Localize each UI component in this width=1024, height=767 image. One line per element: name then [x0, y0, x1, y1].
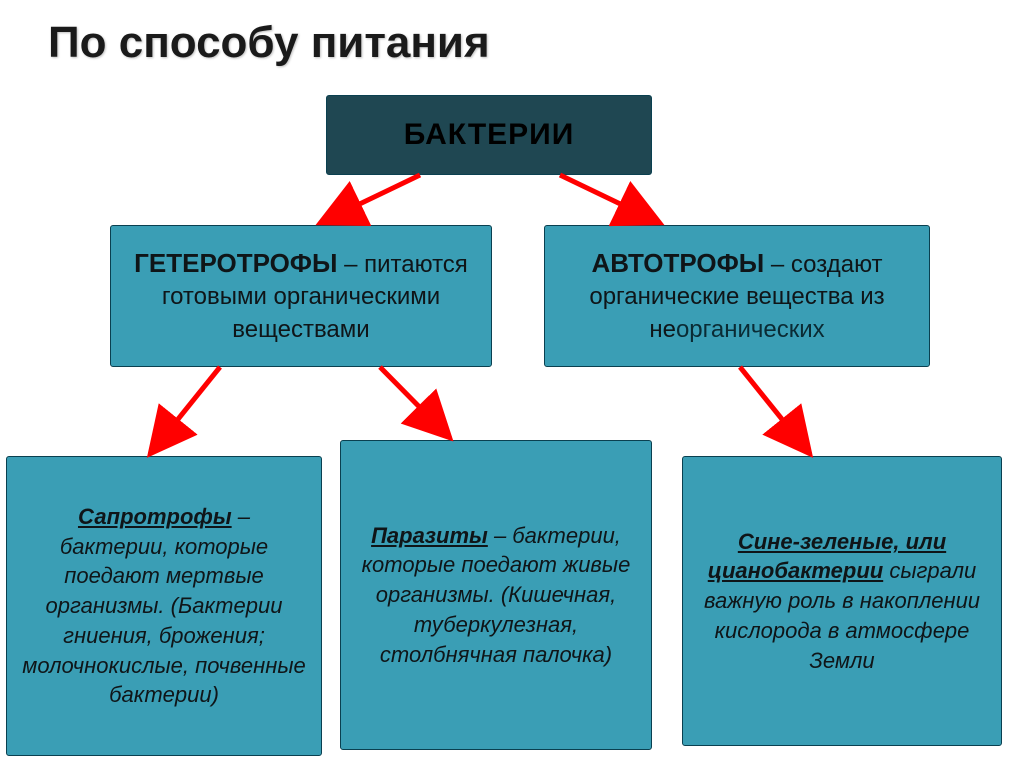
heterotroph-node: ГЕТЕРОТРОФЫ – питаются готовыми органиче… [110, 225, 492, 367]
parasite-content: Паразиты – бактерии, которые поедают жив… [355, 521, 637, 669]
auto-body-suffix: органических [676, 316, 825, 343]
parasite-node: Паразиты – бактерии, которые поедают жив… [340, 440, 652, 750]
auto-content: АВТОТРОФЫ – создают органические веществ… [559, 246, 915, 346]
hetero-dash: – [337, 251, 364, 278]
cyano-content: Сине-зеленые, или цианобактерии сыграли … [697, 527, 987, 675]
auto-head: АВТОТРОФЫ [591, 248, 764, 278]
page-title: По способу питания [48, 18, 490, 68]
sapro-content: Сапротрофы – бактерии, которые поедают м… [21, 502, 307, 710]
auto-dash: – [764, 251, 791, 278]
saprotroph-node: Сапротрофы – бактерии, которые поедают м… [6, 456, 322, 756]
sapro-dash: – [232, 504, 250, 529]
hetero-content: ГЕТЕРОТРОФЫ – питаются готовыми органиче… [125, 246, 477, 346]
hetero-head: ГЕТЕРОТРОФЫ [134, 248, 337, 278]
parasite-head: Паразиты [371, 523, 488, 548]
parasite-dash: – [488, 523, 512, 548]
sapro-body: бактерии, которые поедают мертвые органи… [22, 534, 306, 707]
root-node: БАКТЕРИИ [326, 95, 652, 175]
root-label: БАКТЕРИИ [404, 115, 575, 156]
autotroph-node: АВТОТРОФЫ – создают органические веществ… [544, 225, 930, 367]
cyanobacteria-node: Сине-зеленые, или цианобактерии сыграли … [682, 456, 1002, 746]
sapro-head: Сапротрофы [78, 504, 232, 529]
